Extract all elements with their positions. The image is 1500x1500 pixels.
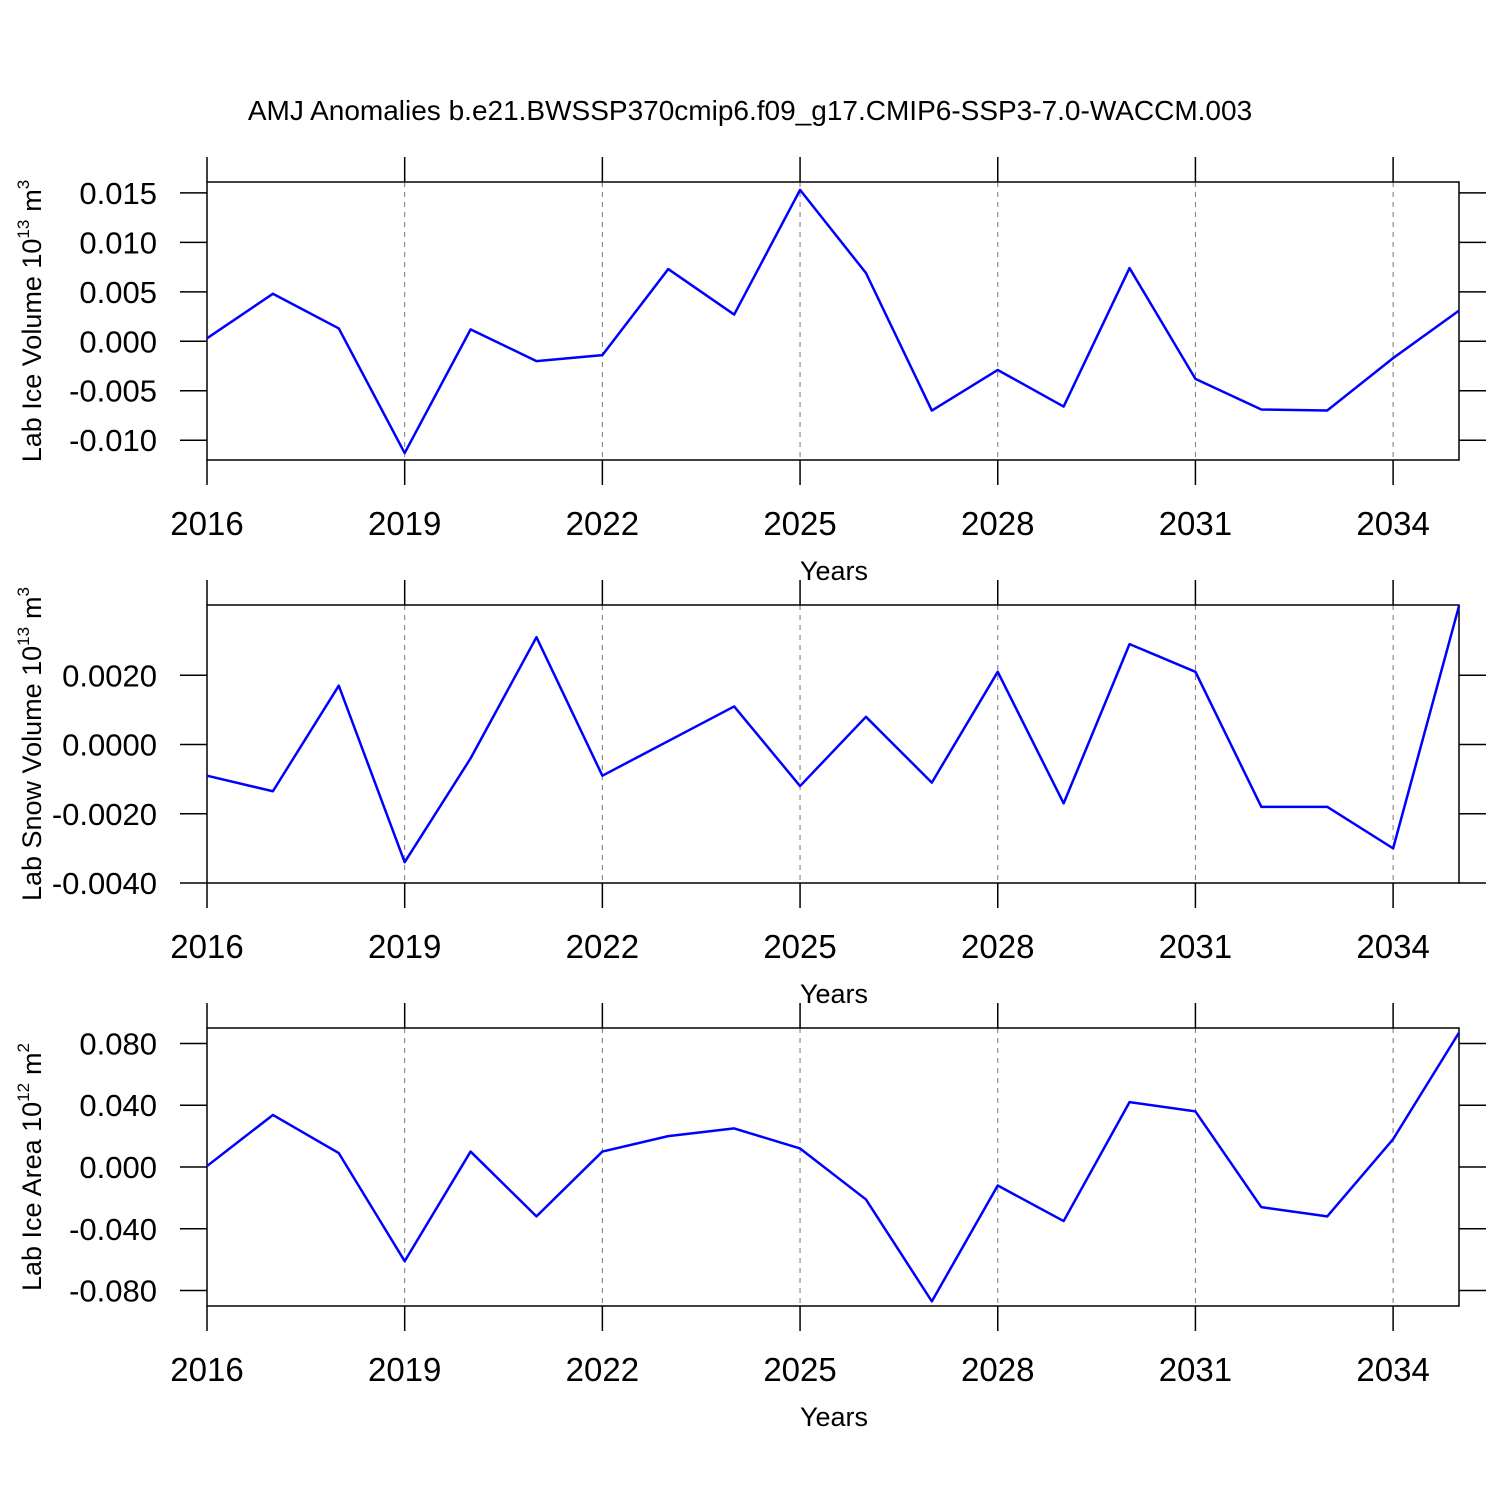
y-tick-label: -0.080 xyxy=(69,1274,157,1309)
plot-frame xyxy=(206,181,1460,461)
x-tick-label: 2025 xyxy=(763,1351,836,1388)
x-tick-label: 2022 xyxy=(566,928,639,965)
x-tick-label: 2016 xyxy=(170,928,243,965)
x-tick-label: 2034 xyxy=(1356,928,1429,965)
y-axis-label-exponent: 13 xyxy=(14,627,33,646)
x-tick-label: 2025 xyxy=(763,928,836,965)
data-line xyxy=(206,605,1461,864)
data-line xyxy=(206,1031,1461,1303)
x-tick-label: 2034 xyxy=(1356,505,1429,542)
y-axis-label: Lab Ice Volume 1013 m3 xyxy=(14,180,47,463)
plot-frame xyxy=(206,604,1460,884)
y-axis-label: Lab Snow Volume 1013 m3 xyxy=(14,587,47,901)
y-tick-label: 0.010 xyxy=(79,225,157,260)
y-axis-label-text: Lab Ice Area 10 xyxy=(17,1102,47,1291)
y-axis-label-unit-exponent: 3 xyxy=(14,180,33,189)
plot-frame xyxy=(206,1027,1460,1307)
x-tick-label: 2034 xyxy=(1356,1351,1429,1388)
x-tick-label: 2031 xyxy=(1159,928,1232,965)
y-tick-label: -0.0040 xyxy=(52,866,157,901)
y-tick-label: -0.0020 xyxy=(52,797,157,832)
x-tick-label: 2019 xyxy=(368,1351,441,1388)
y-tick-label: -0.010 xyxy=(69,423,157,458)
y-axis-label-unit-exponent: 2 xyxy=(14,1043,33,1052)
x-tick-label: 2022 xyxy=(566,1351,639,1388)
x-tick-label: 2016 xyxy=(170,1351,243,1388)
y-tick-label: 0.080 xyxy=(79,1026,157,1061)
y-axis-label-text: Lab Snow Volume 10 xyxy=(17,646,47,901)
y-axis-label-text: Lab Ice Volume 10 xyxy=(17,239,47,463)
y-tick-label: 0.000 xyxy=(79,324,157,359)
y-axis-label: Lab Ice Area 1012 m2 xyxy=(14,1043,47,1291)
y-tick-label: -0.005 xyxy=(69,374,157,409)
y-tick-label: 0.015 xyxy=(79,176,157,211)
data-line xyxy=(206,188,1460,455)
y-tick-label: 0.000 xyxy=(79,1150,157,1185)
x-tick-label: 2028 xyxy=(961,1351,1034,1388)
x-tick-label: 2028 xyxy=(961,928,1034,965)
chart-title: AMJ Anomalies b.e21.BWSSP370cmip6.f09_g1… xyxy=(248,95,1252,126)
x-tick-label: 2019 xyxy=(368,928,441,965)
x-tick-label: 2025 xyxy=(763,505,836,542)
y-axis-label-unit: m xyxy=(17,1052,47,1075)
x-tick-label: 2019 xyxy=(368,505,441,542)
y-tick-label: 0.0000 xyxy=(62,728,157,763)
x-axis-label: Years xyxy=(800,1402,868,1432)
y-axis-label-unit-exponent: 3 xyxy=(14,587,33,596)
x-tick-label: 2028 xyxy=(961,505,1034,542)
y-tick-label: 0.0020 xyxy=(62,658,157,693)
y-tick-label: 0.005 xyxy=(79,275,157,310)
x-axis-label: Years xyxy=(800,979,868,1009)
x-axis-label: Years xyxy=(800,556,868,586)
x-tick-label: 2016 xyxy=(170,505,243,542)
y-axis-label-unit: m xyxy=(17,189,47,212)
y-tick-label: 0.040 xyxy=(79,1088,157,1123)
y-axis-label-unit: m xyxy=(17,596,47,619)
y-axis-label-exponent: 12 xyxy=(14,1083,33,1102)
y-tick-label: -0.040 xyxy=(69,1212,157,1247)
x-tick-label: 2031 xyxy=(1159,505,1232,542)
x-tick-label: 2022 xyxy=(566,505,639,542)
x-tick-label: 2031 xyxy=(1159,1351,1232,1388)
y-axis-label-exponent: 13 xyxy=(14,220,33,239)
